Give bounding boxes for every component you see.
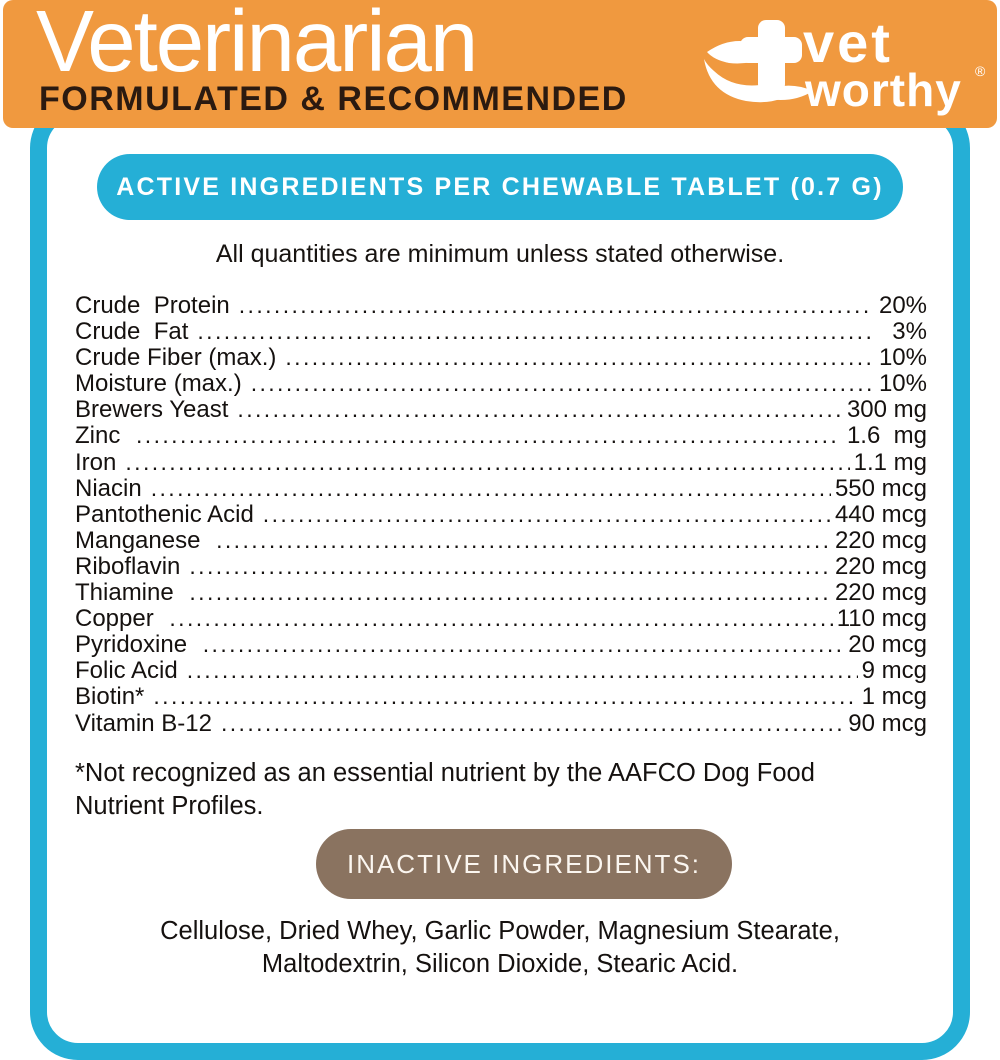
leaf-icon	[704, 41, 813, 103]
nutrient-value: 220 mcg	[834, 552, 927, 580]
nutrient-row: Thiamine ...............................…	[75, 579, 927, 607]
inactive-ingredients-banner-label: INACTIVE INGREDIENTS:	[346, 848, 702, 879]
nutrient-name: Riboflavin	[75, 552, 181, 580]
active-ingredients-banner: ACTIVE INGREDIENTS PER CHEWABLE TABLET (…	[97, 154, 903, 220]
nutrient-name: Crude Fat	[75, 318, 189, 346]
nutrient-name: Crude Fiber (max.)	[75, 344, 277, 372]
plus-cross-icon	[740, 20, 802, 92]
nutrient-value: 220 mcg	[834, 526, 927, 554]
leader-dots: ........................................…	[153, 683, 857, 710]
registered-mark: ®	[975, 63, 986, 79]
nutrient-name: Pantothenic Acid	[75, 500, 254, 528]
aafco-footnote: *Not recognized as an essential nutrient…	[75, 757, 955, 822]
inactive-ingredients-banner: INACTIVE INGREDIENTS:	[316, 829, 732, 899]
nutrient-name: Crude Protein	[75, 292, 230, 319]
nutrient-value: 20%	[872, 292, 927, 319]
nutrient-value: 1.1 mg	[853, 448, 927, 476]
nutrient-name: Copper	[75, 605, 161, 633]
nutrient-row: Manganese ..............................…	[75, 526, 927, 554]
nutrient-row: Crude Fiber (max.) .....................…	[75, 344, 927, 372]
nutrient-name: Moisture (max.)	[75, 370, 242, 398]
leader-dots: ........................................…	[220, 709, 845, 736]
header-banner: Veterinarian FORMULATED & RECOMMENDED ve…	[3, 0, 997, 128]
quantities-note: All quantities are minimum unless stated…	[215, 240, 785, 268]
nutrient-row: Moisture (max.) ........................…	[75, 370, 927, 398]
nutrient-name: Brewers Yeast	[75, 396, 229, 424]
nutrient-row: Crude Fat ..............................…	[75, 318, 927, 346]
nutrient-row: Copper .................................…	[75, 605, 927, 633]
nutrient-row: Iron ...................................…	[75, 448, 927, 476]
leader-dots: ........................................…	[197, 318, 875, 345]
label-content: ACTIVE INGREDIENTS PER CHEWABLE TABLET (…	[0, 154, 1000, 981]
nutrient-value: 20 mcg	[848, 631, 927, 659]
nutrient-name: Niacin	[75, 474, 142, 502]
leader-dots: ........................................…	[186, 657, 858, 684]
leader-dots: ........................................…	[202, 631, 845, 658]
leader-dots: ........................................…	[136, 422, 836, 449]
nutrient-row: Crude Protein ..........................…	[75, 292, 927, 319]
nutrient-name: Pyridoxine	[75, 631, 194, 659]
nutrient-value: 3%	[878, 318, 927, 346]
leader-dots: ........................................…	[216, 526, 831, 553]
leader-dots: ........................................…	[125, 448, 849, 475]
leader-dots: ........................................…	[238, 292, 869, 318]
header-subtitle: FORMULATED & RECOMMENDED	[39, 80, 628, 118]
leader-dots: ........................................…	[262, 500, 831, 527]
nutrient-value: 110 mcg	[836, 605, 927, 633]
nutrient-name: Folic Acid	[75, 657, 178, 685]
nutrient-value: 300 mg	[846, 396, 927, 424]
nutrient-name: Vitamin B-12	[75, 709, 212, 737]
nutrient-list: Crude Protein ..........................…	[75, 292, 927, 737]
leader-dots: ........................................…	[250, 370, 875, 397]
brand-word-vet: vet	[803, 11, 893, 74]
brand-word-worthy: worthy	[804, 64, 962, 116]
leader-dots: ........................................…	[189, 552, 831, 579]
nutrient-row: Pyridoxine .............................…	[75, 631, 927, 659]
nutrient-value: 10%	[878, 370, 927, 398]
nutrient-value: 9 mcg	[861, 657, 927, 685]
nutrient-value: 440 mcg	[834, 500, 927, 528]
nutrient-name: Iron	[75, 448, 117, 476]
leader-dots: ........................................…	[285, 344, 875, 371]
page-title: Veterinarian	[36, 0, 478, 90]
leader-dots: ........................................…	[150, 474, 831, 501]
nutrient-row: Zinc ...................................…	[75, 422, 927, 450]
nutrient-value: 10%	[878, 344, 927, 372]
footnote-line: Nutrient Profiles.	[75, 791, 264, 820]
leader-dots: ........................................…	[169, 605, 832, 632]
nutrient-name: Thiamine	[75, 579, 181, 607]
vet-worthy-logo: vet worthy ®	[704, 11, 986, 116]
inactive-ingredients-line: Cellulose, Dried Whey, Garlic Powder, Ma…	[160, 917, 840, 945]
inactive-ingredients-list: Cellulose, Dried Whey, Garlic Powder, Ma…	[0, 915, 1000, 981]
leader-dots: ........................................…	[189, 579, 831, 606]
nutrient-name: Biotin*	[75, 683, 145, 711]
nutrient-value: 90 mcg	[848, 709, 927, 737]
nutrient-row: Riboflavin .............................…	[75, 552, 927, 580]
footnote-line: *Not recognized as an essential nutrient…	[75, 759, 815, 787]
nutrient-name: Zinc	[75, 422, 128, 450]
nutrient-value: 1 mcg	[861, 683, 927, 711]
nutrient-value: 220 mcg	[834, 579, 927, 607]
nutrient-row: Brewers Yeast ..........................…	[75, 396, 927, 424]
nutrient-row: Vitamin B-12 ...........................…	[75, 709, 927, 737]
nutrient-row: Biotin* ................................…	[75, 683, 927, 711]
nutrient-value: 1.6 mg	[840, 422, 927, 450]
nutrient-row: Pantothenic Acid .......................…	[75, 500, 927, 528]
inactive-ingredients-line: Maltodextrin, Silicon Dioxide, Stearic A…	[261, 950, 739, 978]
active-ingredients-banner-label: ACTIVE INGREDIENTS PER CHEWABLE TABLET (…	[116, 172, 884, 201]
nutrient-name: Manganese	[75, 526, 208, 554]
nutrient-value: 550 mcg	[834, 474, 927, 502]
nutrient-row: Niacin .................................…	[75, 474, 927, 502]
leader-dots: ........................................…	[237, 396, 843, 423]
nutrient-row: Folic Acid .............................…	[75, 657, 927, 685]
